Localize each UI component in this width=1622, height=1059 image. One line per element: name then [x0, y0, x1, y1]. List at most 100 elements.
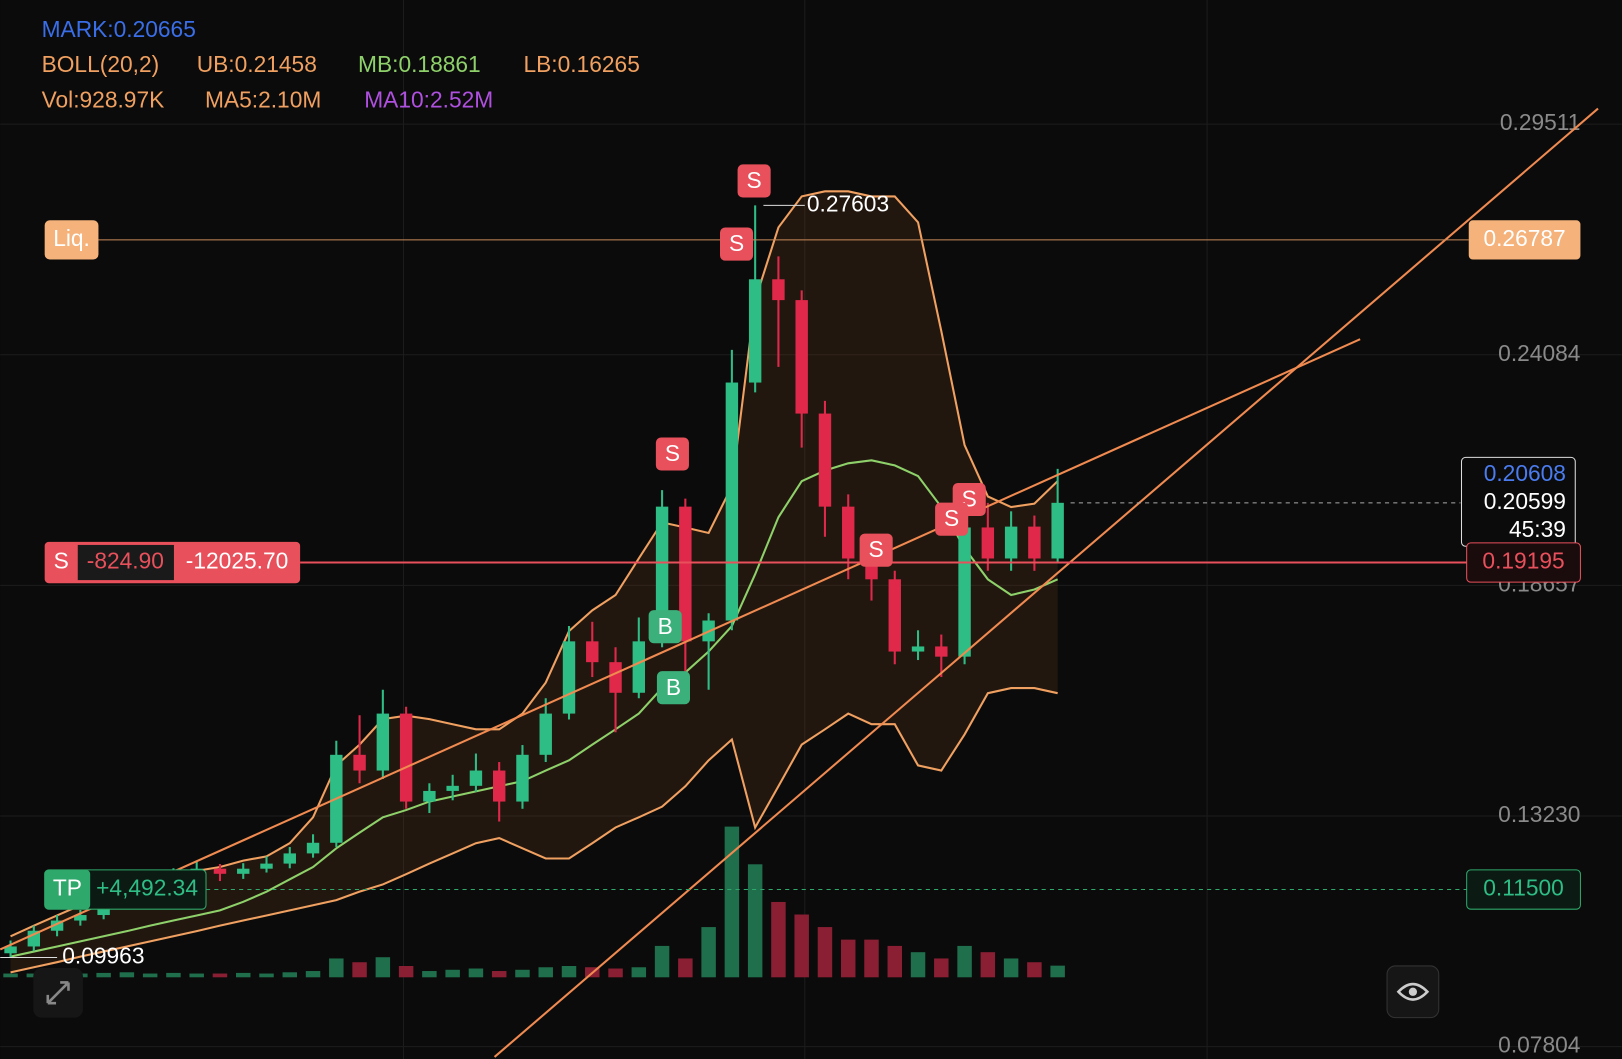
volume-bar — [934, 958, 949, 978]
trade-marker: B — [658, 613, 673, 639]
trade-marker: S — [665, 440, 680, 466]
candle-body — [609, 662, 622, 693]
volume-bar — [119, 972, 135, 978]
volume-bar — [398, 965, 414, 978]
volume-bar — [864, 939, 879, 978]
candle-body — [586, 641, 599, 663]
candle-body — [446, 785, 459, 791]
volume-bar — [1027, 962, 1042, 978]
expand-icon — [46, 981, 70, 1005]
trade-marker: S — [747, 167, 762, 193]
volume-bar — [724, 826, 740, 978]
trend-line — [0, 338, 1361, 951]
volume-bar — [1050, 965, 1065, 978]
y-tick-label: 0.29511 — [1500, 109, 1581, 135]
volume-bar — [561, 965, 577, 978]
volume-bar — [980, 952, 996, 978]
candle-body — [1004, 526, 1018, 559]
volume-bar — [96, 972, 111, 978]
y-tick-label: 0.24084 — [1498, 340, 1580, 366]
low-marker: 0.09963 — [62, 943, 144, 969]
high-marker: 0.27603 — [807, 190, 889, 216]
ma5-label: MA5:2.10M — [205, 86, 321, 112]
position-pnl-bg — [77, 544, 174, 581]
candle-body — [562, 641, 576, 714]
trade-marker: S — [869, 536, 884, 562]
candle-body — [632, 641, 646, 693]
volume-bar — [259, 973, 274, 978]
volume-bar — [701, 927, 716, 978]
entry-price: 0.19195 — [1482, 548, 1564, 574]
candle-body — [842, 506, 855, 559]
trade-marker-bg — [935, 502, 969, 536]
mark-price: MARK:0.20665 — [42, 16, 196, 42]
volume-bar — [491, 971, 507, 978]
candle-body — [376, 713, 390, 771]
trade-marker: B — [666, 674, 681, 700]
tp-price: 0.11500 — [1483, 875, 1564, 901]
candle-body — [283, 853, 296, 864]
trade-marker: S — [729, 230, 744, 256]
candle-body — [679, 506, 692, 642]
volume-bar — [957, 945, 972, 978]
vertical-grid — [403, 0, 1208, 1059]
mark-price-label: 0.20608 — [1484, 460, 1566, 486]
volume-bar — [1003, 958, 1019, 978]
band-middle — [10, 459, 1059, 958]
boll-label: BOLL(20,2) — [42, 51, 160, 77]
trend-lines — [0, 107, 1599, 1058]
candle-body — [818, 413, 832, 507]
tp-price-box — [1466, 869, 1581, 910]
candle-body — [353, 754, 366, 771]
candle-body — [725, 382, 739, 621]
eye-pupil — [1408, 987, 1418, 996]
candle-body — [237, 868, 250, 874]
volume-bar — [631, 967, 647, 978]
volume-bar — [840, 939, 856, 978]
candle-body — [516, 754, 529, 802]
candle-body — [655, 506, 669, 642]
tp-pnl: +4,492.34 — [96, 875, 198, 901]
candle-body — [748, 279, 762, 383]
y-tick-label: 0.07804 — [1498, 1032, 1580, 1058]
tp-label: TP — [53, 875, 82, 901]
volume-bar — [538, 967, 553, 978]
volume-bar — [282, 972, 298, 978]
candle-body — [260, 863, 273, 869]
position-size: -12025.70 — [186, 548, 288, 574]
candle-body — [795, 300, 808, 414]
volume-bar — [3, 973, 18, 978]
liq-badge — [44, 220, 99, 260]
boll-ub: UB:0.21458 — [197, 51, 317, 77]
ma10-label: MA10:2.52M — [364, 86, 493, 112]
candle-body — [1051, 502, 1064, 559]
header: MARK:0.20665 BOLL(20,2) UB:0.21458 MB:0.… — [42, 16, 640, 112]
volume-bar — [166, 972, 181, 978]
volume-bar — [375, 957, 391, 978]
visibility-button[interactable] — [1386, 965, 1440, 1019]
candle-body — [423, 790, 436, 802]
volume-bar — [910, 952, 926, 978]
countdown: 45:39 — [1509, 516, 1566, 542]
y-tick-label: 0.13230 — [1498, 801, 1580, 827]
volume-bar — [189, 973, 204, 978]
trade-marker: S — [944, 505, 959, 531]
candle-body — [772, 279, 785, 301]
expand-button[interactable] — [33, 967, 83, 1018]
trade-marker-bg — [655, 437, 689, 471]
liq-price-box — [1468, 220, 1581, 260]
volume-bar — [468, 968, 484, 978]
candle-body — [1028, 526, 1041, 559]
candle-body — [958, 527, 971, 657]
candle-body — [213, 868, 227, 874]
trade-marker-bg — [859, 533, 893, 567]
eye-icon — [1396, 982, 1430, 1001]
volume-bar — [235, 972, 251, 978]
volume-bar — [305, 971, 321, 978]
position-pnl: -824.90 — [87, 548, 164, 574]
candle-body — [888, 579, 901, 652]
